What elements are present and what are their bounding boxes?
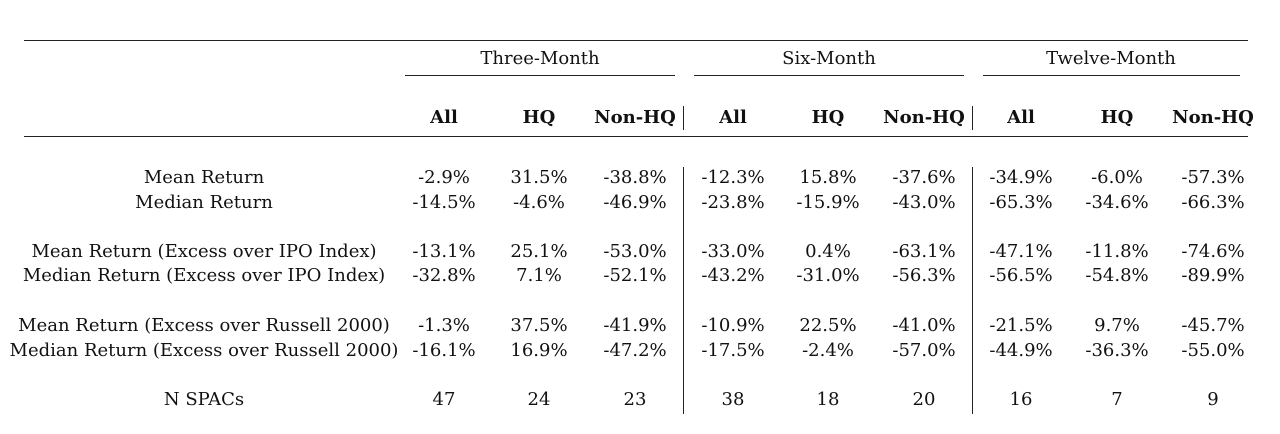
table-cell: -52.1% — [603, 265, 667, 286]
group-header-twelve-month: Twelve-Month — [1046, 48, 1176, 69]
column-header: Non-HQ — [883, 107, 965, 128]
table-cell: 47 — [432, 389, 456, 410]
table-cell: -46.9% — [603, 192, 667, 213]
table-cell: 7 — [1111, 389, 1123, 410]
table-cell: -2.9% — [418, 167, 470, 188]
table-cell: 0.4% — [805, 241, 851, 262]
table-cell: -89.9% — [1181, 265, 1245, 286]
table-cell: -38.8% — [603, 167, 667, 188]
table-cell: -4.6% — [513, 192, 565, 213]
table-cell: -1.3% — [418, 315, 470, 336]
separator-body-1 — [683, 167, 684, 414]
group-rule-twelve-month — [983, 75, 1240, 76]
table-cell: 16 — [1009, 389, 1033, 410]
table-cell: -6.0% — [1091, 167, 1143, 188]
table-cell: 23 — [623, 389, 647, 410]
table-cell: -34.9% — [989, 167, 1053, 188]
table-cell: 16.9% — [510, 340, 568, 361]
row-label: Median Return — [135, 192, 273, 213]
table-cell: 20 — [912, 389, 936, 410]
table-cell: -11.8% — [1085, 241, 1149, 262]
table-cell: -45.7% — [1181, 315, 1245, 336]
table-cell: -47.1% — [989, 241, 1053, 262]
table-cell: -44.9% — [989, 340, 1053, 361]
table-cell: -21.5% — [989, 315, 1053, 336]
table-cell: -41.9% — [603, 315, 667, 336]
column-header: Non-HQ — [1172, 107, 1254, 128]
column-header: All — [430, 107, 458, 128]
table-cell: -15.9% — [796, 192, 860, 213]
table-cell: 18 — [816, 389, 840, 410]
column-header: Non-HQ — [594, 107, 676, 128]
table-cell: 25.1% — [510, 241, 568, 262]
table-cell: -2.4% — [802, 340, 854, 361]
table-cell: 7.1% — [516, 265, 562, 286]
table-cell: -57.0% — [892, 340, 956, 361]
table-cell: 15.8% — [799, 167, 857, 188]
column-header: HQ — [522, 107, 556, 128]
table-cell: -66.3% — [1181, 192, 1245, 213]
table-cell: -53.0% — [603, 241, 667, 262]
table-cell: 22.5% — [799, 315, 857, 336]
table-cell: -34.6% — [1085, 192, 1149, 213]
table-cell: 38 — [721, 389, 745, 410]
table-cell: -55.0% — [1181, 340, 1245, 361]
group-rule-three-month — [405, 75, 675, 76]
table-cell: -65.3% — [989, 192, 1053, 213]
table-cell: -31.0% — [796, 265, 860, 286]
table-cell: -23.8% — [701, 192, 765, 213]
table-cell: -63.1% — [892, 241, 956, 262]
table-cell: -10.9% — [701, 315, 765, 336]
table-cell: -43.0% — [892, 192, 956, 213]
table-cell: -13.1% — [412, 241, 476, 262]
table-cell: -16.1% — [412, 340, 476, 361]
top-rule — [24, 40, 1248, 41]
table-cell: -47.2% — [603, 340, 667, 361]
table-cell: 31.5% — [510, 167, 568, 188]
row-label: Mean Return — [143, 167, 265, 188]
table-cell: -36.3% — [1085, 340, 1149, 361]
table-cell: -56.5% — [989, 265, 1053, 286]
row-label: Median Return (Excess over Russell 2000) — [9, 340, 399, 361]
table-cell: -32.8% — [412, 265, 476, 286]
column-header: HQ — [811, 107, 845, 128]
header-rule — [24, 136, 1248, 137]
table-cell: -74.6% — [1181, 241, 1245, 262]
column-header: All — [719, 107, 747, 128]
table-cell: -37.6% — [892, 167, 956, 188]
table-cell: 9.7% — [1094, 315, 1140, 336]
table-cell: -43.2% — [701, 265, 765, 286]
table-cell: -33.0% — [701, 241, 765, 262]
row-label: Median Return (Excess over IPO Index) — [22, 265, 386, 286]
row-label: Mean Return (Excess over IPO Index) — [31, 241, 377, 262]
separator-body-2 — [972, 167, 973, 414]
group-header-three-month: Three-Month — [480, 48, 600, 69]
table-cell: 37.5% — [510, 315, 568, 336]
table-cell: -41.0% — [892, 315, 956, 336]
group-header-six-month: Six-Month — [782, 48, 876, 69]
table-cell: -14.5% — [412, 192, 476, 213]
table-cell: -57.3% — [1181, 167, 1245, 188]
column-header: HQ — [1100, 107, 1134, 128]
table-cell: -54.8% — [1085, 265, 1149, 286]
separator-header-1 — [683, 106, 684, 130]
table-cell: -12.3% — [701, 167, 765, 188]
group-rule-six-month — [694, 75, 964, 76]
table-cell: -17.5% — [701, 340, 765, 361]
table-cell: -56.3% — [892, 265, 956, 286]
row-label: Mean Return (Excess over Russell 2000) — [18, 315, 390, 336]
column-header: All — [1007, 107, 1035, 128]
table-cell: 24 — [527, 389, 551, 410]
row-label: N SPACs — [163, 389, 245, 410]
separator-header-2 — [972, 106, 973, 130]
table-cell: 9 — [1207, 389, 1219, 410]
